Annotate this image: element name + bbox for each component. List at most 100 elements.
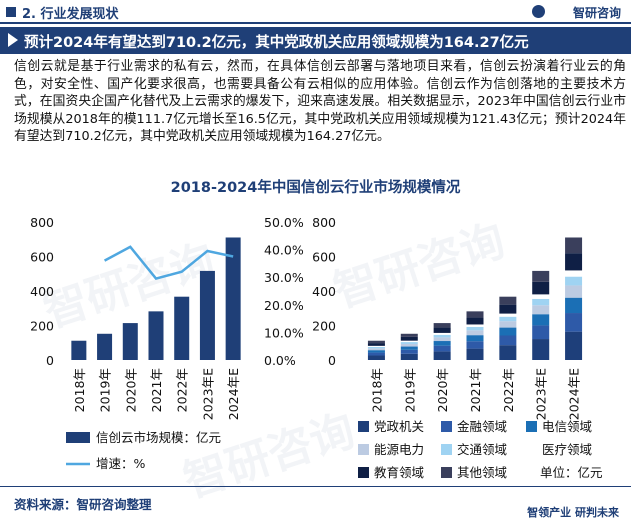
legend-swatch-bar (66, 432, 90, 443)
market-size-bar (174, 296, 190, 360)
stacked-segment-医疗领域 (532, 294, 550, 299)
legend-swatch (525, 443, 538, 456)
section-title: 2. 行业发展现状 (22, 7, 119, 22)
legend-swatch (358, 444, 369, 455)
x-tick-label: 2023年E (534, 368, 549, 420)
market-size-bar (199, 270, 215, 360)
x-tick-label: 2023年E (200, 368, 215, 420)
headline-banner: 预计2024年有望达到710.2亿元，其中党政机关应用领域规模为164.27亿元 (0, 27, 631, 54)
market-size-bar (97, 333, 113, 360)
headline-text: 预计2024年有望达到710.2亿元，其中党政机关应用领域规模为164.27亿元 (24, 35, 529, 51)
body-paragraph: 信创云就是基于行业需求的私有云，然而，在具体信创云部署与落地项目来看，信创云扮演… (14, 59, 626, 145)
legend-swatch (358, 421, 369, 432)
stacked-segment-电信领域 (367, 350, 385, 353)
stacked-segment-党政机关 (565, 331, 583, 360)
x-tick-label: 2019年 (402, 368, 417, 412)
x-tick-label: 2020年 (123, 368, 138, 412)
stacked-segment-党政机关 (433, 351, 451, 360)
y-left-tick-label: 0 (46, 353, 54, 368)
stacked-segment-党政机关 (499, 345, 517, 360)
y-left-tick-label: 400 (30, 284, 54, 299)
footer: 资料来源：智研咨询整理 智领产业 研判未来 (0, 486, 631, 522)
y-right-tick-label: 40.0% (264, 243, 304, 258)
y-right-tick-label: 20.0% (264, 298, 304, 313)
y-tick-label: 400 (312, 284, 336, 299)
stacked-segment-交通领域 (499, 316, 517, 322)
brand-name: 智研咨询 (572, 6, 621, 20)
x-tick-label: 2022年 (175, 368, 190, 412)
legend-label: 医疗领域 (542, 442, 592, 457)
stacked-segment-其他领域 (499, 296, 517, 305)
legend-label: 其他领域 (457, 465, 507, 480)
stacked-segment-教育领域 (367, 343, 385, 346)
legend-swatch (441, 467, 452, 478)
stacked-segment-电信领域 (466, 335, 484, 342)
stacked-segment-交通领域 (400, 342, 418, 344)
stacked-segment-医疗领域 (499, 313, 517, 317)
stacked-segment-教育领域 (400, 336, 418, 341)
stacked-segment-交通领域 (433, 334, 451, 338)
stacked-segment-金融领域 (532, 325, 550, 340)
x-tick-label: 2022年 (501, 368, 516, 412)
stacked-segment-教育领域 (499, 304, 517, 314)
legend-label: 电信领域 (542, 419, 592, 434)
stacked-segment-电信领域 (400, 346, 418, 350)
y-left-tick-label: 600 (30, 250, 54, 265)
market-size-bar (122, 323, 138, 360)
y-right-tick-label: 30.0% (264, 270, 304, 285)
stacked-segment-教育领域 (466, 317, 484, 325)
legend-label: 信创云市场规模：亿元 (96, 430, 221, 445)
stacked-segment-医疗领域 (400, 340, 418, 343)
brand-logo-icon (532, 5, 545, 18)
legend-label: 能源电力 (374, 442, 424, 457)
legend-swatch (526, 421, 537, 432)
y-right-tick-label: 50.0% (264, 215, 304, 230)
stacked-segment-金融领域 (499, 335, 517, 346)
triangle-icon (8, 33, 18, 47)
stacked-segment-金融领域 (433, 345, 451, 352)
stacked-segment-医疗领域 (466, 324, 484, 327)
stacked-segment-电信领域 (532, 314, 550, 326)
legend-label: 教育领域 (374, 465, 424, 480)
legend-label: 党政机关 (374, 419, 424, 434)
stacked-segment-交通领域 (367, 346, 385, 349)
legend-label: 交通领域 (457, 442, 507, 457)
stacked-segment-其他领域 (400, 333, 418, 337)
y-right-tick-label: 0.0% (264, 353, 296, 368)
stacked-segment-能源电力 (499, 321, 517, 328)
stacked-segment-电信领域 (433, 341, 451, 346)
x-tick-label: 2018年 (72, 368, 87, 412)
stacked-segment-能源电力 (400, 343, 418, 347)
stacked-segment-能源电力 (367, 348, 385, 351)
stacked-segment-能源电力 (466, 330, 484, 336)
stacked-segment-交通领域 (532, 298, 550, 306)
y-tick-label: 200 (312, 319, 336, 334)
legend-label: 金融领域 (457, 419, 507, 434)
market-size-bar (148, 311, 164, 360)
stacked-segment-电信领域 (565, 297, 583, 314)
slogan: 智领产业 研判未来 (527, 506, 619, 519)
section-marker-icon (6, 7, 16, 17)
stacked-segment-能源电力 (565, 285, 583, 298)
y-tick-label: 0 (328, 353, 336, 368)
x-tick-label: 2018年 (369, 368, 384, 412)
stacked-segment-金融领域 (466, 341, 484, 349)
stacked-segment-党政机关 (400, 353, 418, 360)
stacked-segment-医疗领域 (433, 332, 451, 335)
market-size-bar (225, 237, 241, 360)
x-tick-label: 2024年E (567, 368, 582, 420)
market-size-bar (71, 340, 87, 360)
legend-swatch (441, 444, 452, 455)
stacked-segment-交通领域 (466, 326, 484, 331)
legend-label: 增速：% (96, 456, 146, 471)
stacked-segment-其他领域 (466, 311, 484, 318)
charts-area: 0 200 400 600 800 0.0% 10.0% 20.0% 30.0% 40.0% 50.… (30, 215, 602, 480)
x-tick-label: 2020年 (435, 368, 450, 412)
x-tick-label: 2024年E (226, 368, 241, 420)
source-note: 资料来源：智研咨询整理 (14, 497, 152, 512)
y-left-tick-label: 800 (30, 215, 54, 230)
y-tick-label: 600 (312, 250, 336, 265)
legend-swatch (358, 467, 369, 478)
stacked-segment-党政机关 (532, 339, 550, 360)
stacked-segment-其他领域 (565, 237, 583, 254)
